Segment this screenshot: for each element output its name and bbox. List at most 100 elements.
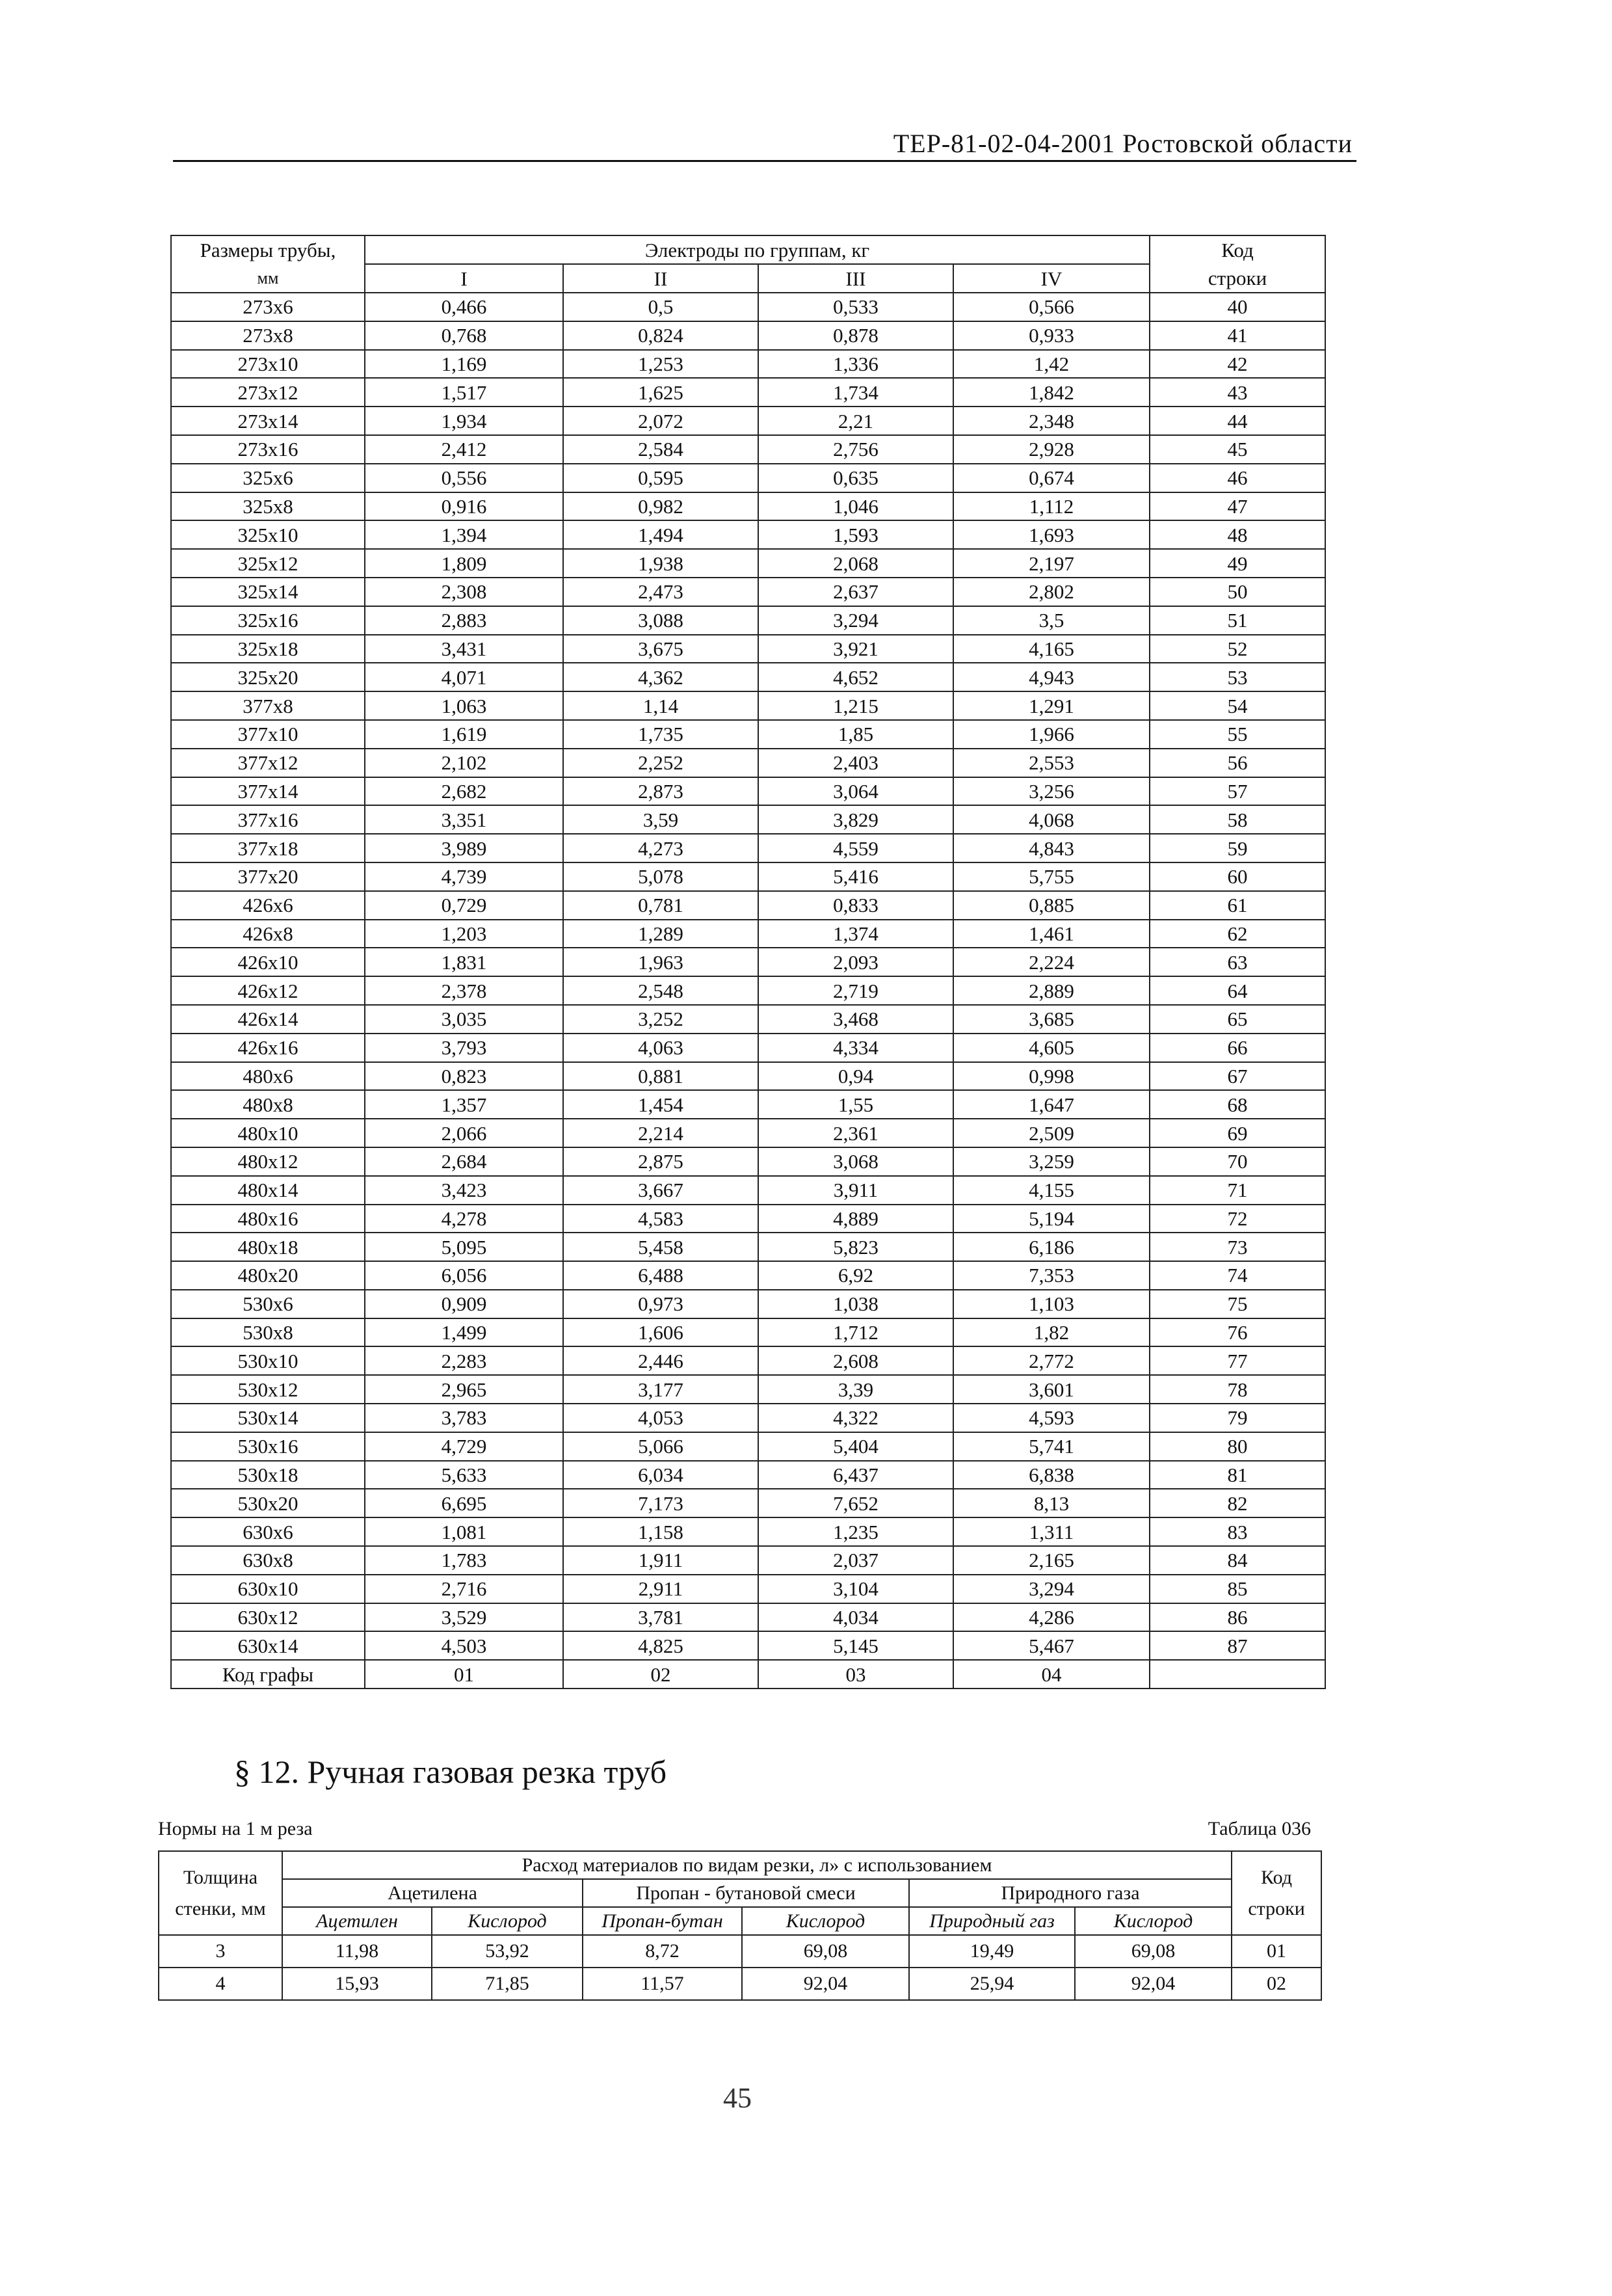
table-cell: 273x10 [170,349,365,379]
table-cell: 1,103 [953,1288,1150,1319]
header-acetylene: Ацетилена [282,1878,583,1908]
table-row: 4 15,93 71,85 11,57 92,04 25,94 92,04 02 [158,1967,1323,2001]
table-cell: 530x16 [170,1431,365,1462]
table-cell: 273x8 [170,320,365,351]
table-cell: 3,667 [562,1175,759,1205]
subheader-propane-butane: Пропан-бутан [582,1906,743,1936]
table-cell: 1,831 [364,947,564,978]
table-cell: 0,768 [364,320,564,351]
header-pipe-size-unit: мм [170,264,365,293]
table-cell: 2,412 [364,434,564,464]
table-cell: 1,606 [562,1317,759,1348]
table-cell: 1,357 [364,1089,564,1120]
table-cell: 2,553 [953,747,1150,778]
table-cell: 1,289 [562,918,759,949]
table-row: 480x10 2,066 2,214 2,361 2,509 69 [170,1118,1326,1148]
table-cell: 0,674 [953,462,1150,493]
table-cell: 480x6 [170,1061,365,1091]
table-cell: 6,437 [758,1460,954,1490]
table-cell: 0,909 [364,1288,564,1319]
table-cell: 2,214 [562,1118,759,1148]
table-cell: 0,833 [758,890,954,920]
table-cell: 86 [1149,1602,1326,1633]
table-cell: 4,739 [364,861,564,892]
table-cell: 77 [1149,1346,1326,1376]
table-row: 273x10 1,169 1,253 1,336 1,42 42 [170,349,1326,379]
table-cell: 71 [1149,1175,1326,1205]
table-cell: 325x10 [170,520,365,550]
table-cell: 1,593 [758,520,954,550]
table-cell: 1,494 [562,520,759,550]
table-cell: 6,488 [562,1261,759,1290]
table-cell: 1,809 [364,548,564,578]
table-cell: 2,772 [953,1346,1150,1376]
table-cell: 1,82 [953,1317,1150,1348]
table-cell: 92,04 [741,1967,910,2001]
table-cell: 3 [158,1934,283,1968]
table-cell: 0,533 [758,292,954,322]
table-row: 273x16 2,412 2,584 2,756 2,928 45 [170,434,1326,464]
table-cell: 5,633 [364,1460,564,1490]
table-cell: 3,068 [758,1146,954,1177]
table-cell: 3,59 [562,805,759,835]
table-cell: 5,755 [953,861,1150,892]
table-cell: 426x16 [170,1032,365,1063]
table-cell: 1,966 [953,719,1150,749]
table-row: 377x8 1,063 1,14 1,215 1,291 54 [170,691,1326,721]
table-cell: 0,933 [953,320,1150,351]
table-row: 530x20 6,695 7,173 7,652 8,13 82 [170,1488,1326,1519]
table-cell: 5,194 [953,1203,1150,1234]
table-cell: 45 [1149,434,1326,464]
header-group-2: II [562,263,759,293]
header-group-4: IV [953,263,1150,293]
table-row: 530x8 1,499 1,606 1,712 1,82 76 [170,1317,1326,1348]
table-cell: 5,404 [758,1431,954,1462]
table-cell: 4,165 [953,634,1150,664]
table-cell: 2,883 [364,605,564,635]
table-cell: 78 [1149,1374,1326,1405]
table-cell: 53,92 [431,1934,583,1968]
table-cell: 377x10 [170,719,365,749]
table-cell: 3,294 [953,1573,1150,1604]
table-cell: 377x18 [170,833,365,863]
section-title: § 12. Ручная газовая резка труб [234,1754,667,1790]
table-cell: Код графы [170,1659,365,1690]
table-cell: 64 [1149,976,1326,1006]
table-cell: 480x16 [170,1203,365,1234]
table-cell: 2,548 [562,976,759,1006]
table-cell: 3,259 [953,1146,1150,1177]
table-cell: 3,921 [758,634,954,664]
header-propane-butane: Пропан - бутановой смеси [582,1878,910,1908]
table-cell: 50 [1149,576,1326,607]
table-cell: 1,842 [953,377,1150,408]
header-code-line1: Код [1261,1866,1292,1888]
table-cell: 4,034 [758,1602,954,1633]
table-cell: 3,829 [758,805,954,835]
electrodes-table: Размеры трубы, Электроды по группам, кг … [170,235,1326,1690]
table-cell: 2,197 [953,548,1150,578]
table-cell: 377x14 [170,776,365,807]
table-cell: 2,165 [953,1545,1150,1575]
table-cell: 1,454 [562,1089,759,1120]
table-row: 325x14 2,308 2,473 2,637 2,802 50 [170,576,1326,607]
table-row: 377x20 4,739 5,078 5,416 5,755 60 [170,861,1326,892]
table-cell: 3,911 [758,1175,954,1205]
table-row: 426x8 1,203 1,289 1,374 1,461 62 [170,918,1326,949]
table-cell: 6,056 [364,1261,564,1290]
table-cell: 55 [1149,719,1326,749]
table-cell: 1,517 [364,377,564,408]
table-cell: 3,351 [364,805,564,835]
table-cell: 01 [364,1659,564,1690]
table-cell: 0,973 [562,1288,759,1319]
table-row: 530x10 2,283 2,446 2,608 2,772 77 [170,1346,1326,1376]
subheader-natural-gas: Природный газ [908,1906,1076,1936]
table-row: 325x10 1,394 1,494 1,593 1,693 48 [170,520,1326,550]
table-cell: 1,963 [562,947,759,978]
table-cell: 2,224 [953,947,1150,978]
table-cell: 480x18 [170,1232,365,1262]
table-row: 273x12 1,517 1,625 1,734 1,842 43 [170,377,1326,408]
table-cell: 1,14 [562,691,759,721]
table-cell: 1,253 [562,349,759,379]
table-cell: 2,637 [758,576,954,607]
table-cell: 71,85 [431,1967,583,2001]
